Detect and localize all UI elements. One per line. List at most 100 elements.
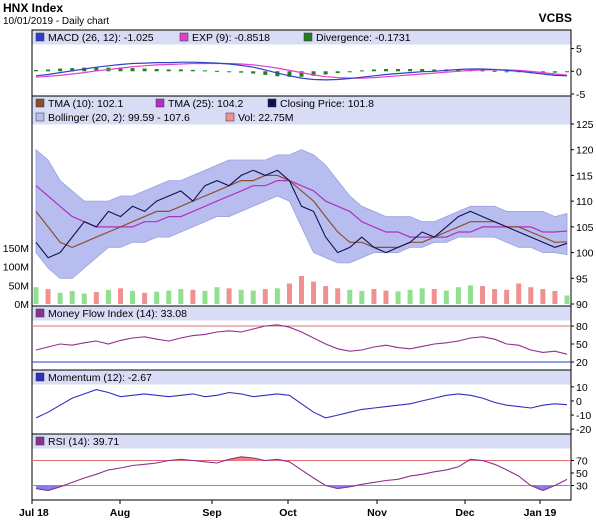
divergence-bar — [154, 69, 159, 72]
volume-bar — [57, 292, 63, 304]
closing-price-line — [35, 169, 568, 259]
divergence-bar — [130, 68, 135, 72]
divergence-bar — [142, 68, 147, 72]
volume-bar — [455, 287, 461, 304]
y-tick-label: -5 — [576, 89, 585, 101]
volume-bar — [335, 288, 341, 304]
divergence-bar — [420, 69, 425, 72]
volume-bar — [286, 283, 292, 304]
y-tick-label: 110 — [576, 196, 593, 208]
divergence-bar — [565, 71, 569, 73]
volume-bar — [359, 290, 365, 304]
legend-swatch — [35, 98, 45, 108]
divergence-bar — [34, 69, 38, 72]
divergence-bar — [383, 69, 388, 72]
legend-label: MACD (26, 12): -1.025 — [48, 32, 154, 44]
volume-bar — [202, 290, 208, 304]
legend-band — [32, 370, 571, 385]
volume-bar — [142, 292, 148, 304]
divergence-bar — [58, 68, 63, 72]
y-tick-label: 120 — [576, 145, 594, 157]
volume-tick-label: 0M — [14, 299, 29, 311]
divergence-bar — [552, 71, 557, 73]
y-tick-label: -10 — [576, 410, 591, 422]
y-tick-label: 50 — [576, 468, 588, 480]
legend-label: TMA (25): 104.2 — [168, 98, 243, 110]
x-tick-label: Sep — [202, 507, 221, 519]
volume-bar — [190, 289, 196, 304]
panel-macd: MACD (26, 12): -1.025 EXP (9): -0.8518 Div… — [31, 29, 585, 101]
volume-bar — [516, 283, 522, 304]
volume-bar — [504, 289, 510, 304]
volume-bar — [347, 289, 353, 304]
legend-label: Vol: 22.75M — [238, 112, 293, 124]
divergence-bar — [287, 71, 292, 77]
volume-tick-label: 50M — [9, 280, 29, 292]
volume-bar — [130, 290, 136, 304]
divergence-bar — [456, 69, 461, 72]
y-tick-label: 0 — [576, 66, 582, 78]
volume-bar — [528, 287, 534, 304]
chart-title: HNX Index — [3, 1, 63, 15]
divergence-bar — [347, 71, 352, 73]
divergence-bar — [227, 71, 232, 73]
volume-bar — [117, 288, 123, 304]
volume-bar — [552, 290, 558, 304]
divergence-bar — [190, 69, 195, 72]
volume-bar — [238, 289, 244, 304]
volume-bar — [419, 288, 425, 304]
legend-swatch — [225, 112, 235, 122]
divergence-bar — [70, 68, 75, 72]
divergence-bar — [432, 69, 437, 72]
legend-label: Money Flow Index (14): 33.08 — [48, 308, 187, 320]
divergence-bar — [166, 69, 171, 72]
divergence-bar — [492, 70, 497, 72]
volume-bar — [323, 286, 329, 304]
panel-momentum: Momentum (12): -2.67 10 0 -10 -20 — [31, 369, 591, 436]
divergence-bar — [46, 69, 51, 72]
legend-swatch — [179, 32, 189, 42]
volume-bar — [431, 289, 437, 304]
legend-swatch — [35, 112, 45, 122]
volume-bar — [383, 290, 389, 304]
y-tick-label: 125 — [576, 119, 594, 131]
legend-band — [32, 96, 571, 125]
divergence-bar — [504, 71, 509, 73]
divergence-bar — [202, 70, 207, 72]
volume-bar — [69, 290, 75, 304]
volume-bar — [33, 287, 39, 304]
volume-bar — [105, 289, 111, 304]
volume-bar — [262, 289, 268, 304]
bollinger-band — [35, 148, 568, 279]
rsi-line — [35, 456, 568, 492]
y-tick-label: 80 — [576, 321, 588, 333]
macd-line — [35, 61, 568, 81]
mfi-line — [35, 324, 568, 355]
volume-bar — [467, 285, 473, 304]
volume-bar — [540, 289, 546, 304]
y-tick-label: 105 — [576, 222, 594, 234]
divergence-bar — [275, 71, 280, 77]
divergence-bar — [371, 69, 376, 72]
x-axis: Jul 18 Aug Sep Oct Nov Dec Jan 19 — [19, 500, 556, 519]
x-tick-label: Jul 18 — [19, 507, 49, 519]
rsi-overbought-fill — [241, 456, 254, 461]
divergence-bar — [94, 67, 99, 72]
divergence-bar — [311, 71, 316, 76]
y-tick-label: 50 — [576, 339, 588, 351]
divergence-bar — [540, 71, 545, 73]
x-tick-label: Oct — [279, 507, 297, 519]
legend-swatch — [35, 32, 45, 42]
divergence-bar — [408, 69, 413, 72]
volume-bar — [250, 290, 256, 304]
legend-label: Closing Price: 101.8 — [280, 98, 374, 110]
legend-band — [32, 30, 571, 45]
legend-label: Momentum (12): -2.67 — [48, 372, 152, 384]
divergence-bar — [251, 71, 256, 74]
volume-bar — [274, 288, 280, 304]
legend-label: Bollinger (20, 2): 99.59 - 107.6 — [48, 112, 190, 124]
y-tick-label: 115 — [576, 170, 593, 182]
volume-bar — [81, 293, 87, 304]
divergence-bar — [396, 69, 401, 72]
